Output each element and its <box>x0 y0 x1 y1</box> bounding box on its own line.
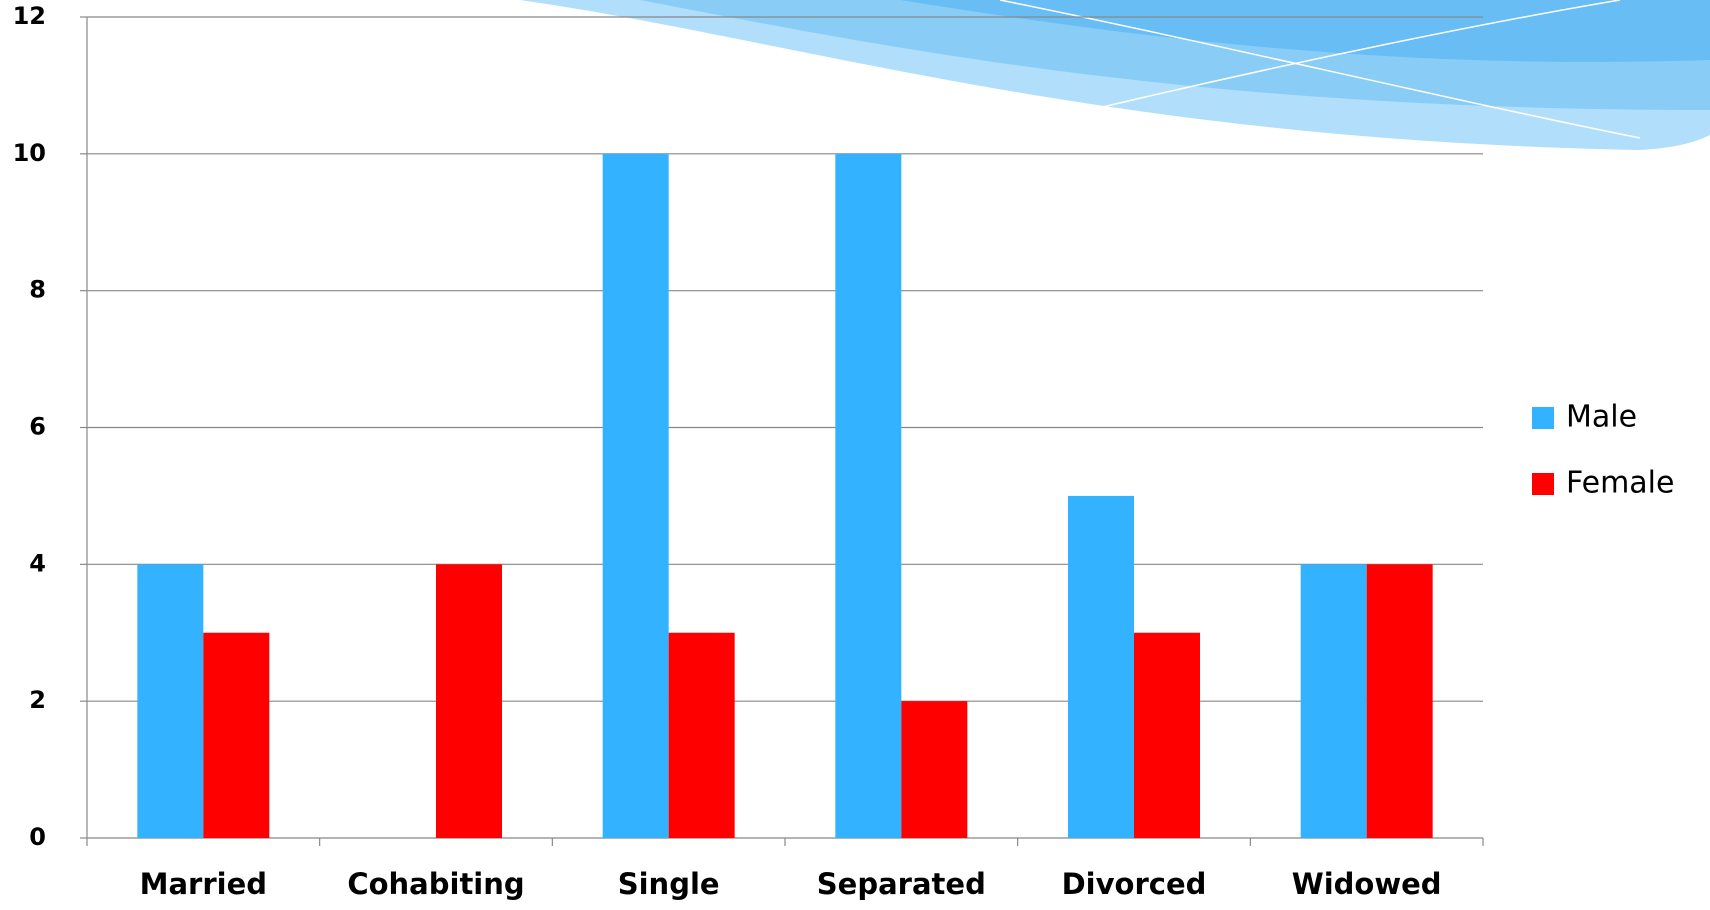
bar <box>1068 495 1134 838</box>
x-tick-label: Divorced <box>1062 867 1207 901</box>
bar <box>901 701 968 838</box>
bar <box>436 564 502 838</box>
bar <box>1300 564 1367 838</box>
bar <box>668 632 735 838</box>
legend-swatch <box>1532 473 1554 495</box>
y-tick-label: 0 <box>29 823 46 851</box>
bar <box>1134 632 1200 838</box>
x-tick-label: Single <box>618 867 720 901</box>
y-tick-label: 10 <box>13 139 46 167</box>
y-tick-label: 2 <box>29 686 46 714</box>
x-tick-label: Cohabiting <box>347 867 524 901</box>
legend-label: Female <box>1566 466 1674 501</box>
bar <box>835 153 902 839</box>
legend-swatch <box>1532 407 1554 429</box>
bar <box>602 153 669 839</box>
bar <box>1366 564 1433 838</box>
y-tick-label: 6 <box>29 413 46 441</box>
y-tick-label: 4 <box>29 549 46 577</box>
x-tick-label: Separated <box>817 867 986 901</box>
legend-label: Male <box>1566 400 1637 435</box>
x-tick-label: Widowed <box>1292 867 1442 901</box>
y-tick-label: 8 <box>29 276 46 304</box>
x-tick-label: Married <box>140 867 267 901</box>
bar <box>137 564 204 838</box>
plot-area: 0 2 4 6 8 10 12 Married Cohabiting Single Separate… <box>13 2 1675 901</box>
y-tick-label: 12 <box>13 2 46 30</box>
decoration <box>520 0 1710 150</box>
bar <box>203 632 270 838</box>
